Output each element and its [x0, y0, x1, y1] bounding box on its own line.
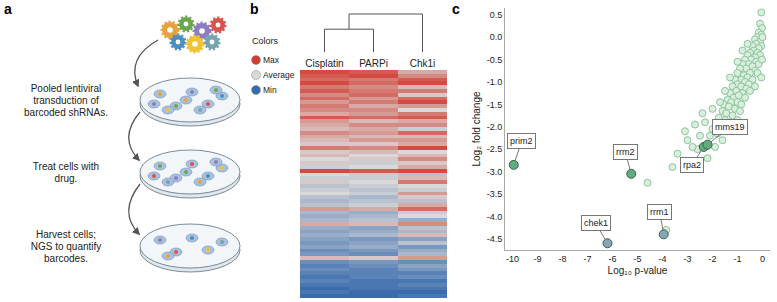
svg-text:-7: -7	[583, 254, 591, 264]
svg-text:Colors: Colors	[252, 36, 279, 46]
svg-text:mms19: mms19	[715, 122, 745, 132]
svg-text:-4.5: -4.5	[487, 234, 503, 244]
svg-text:Log₂ fold change: Log₂ fold change	[471, 91, 482, 166]
svg-text:-9: -9	[533, 254, 541, 264]
svg-text:-3: -3	[683, 254, 691, 264]
svg-text:0: 0	[760, 254, 765, 264]
svg-text:-4.0: -4.0	[487, 212, 503, 222]
svg-text:Chk1i: Chk1i	[410, 58, 436, 69]
svg-text:0.0: 0.0	[490, 32, 503, 42]
svg-text:Treat cells with: Treat cells with	[33, 161, 99, 172]
svg-text:a: a	[4, 1, 12, 17]
svg-text:Cisplatin: Cisplatin	[305, 58, 343, 69]
svg-text:-1.5: -1.5	[487, 100, 503, 110]
svg-text:transduction of: transduction of	[33, 95, 99, 106]
svg-text:-10: -10	[506, 254, 519, 264]
svg-text:-2.5: -2.5	[487, 144, 503, 154]
svg-text:NGS to quantify: NGS to quantify	[31, 241, 102, 252]
svg-text:c: c	[452, 1, 460, 17]
svg-text:-5: -5	[633, 254, 641, 264]
svg-text:drug.: drug.	[55, 173, 78, 184]
svg-text:Log₁₀ p-value: Log₁₀ p-value	[608, 265, 668, 276]
svg-text:-1: -1	[733, 254, 741, 264]
svg-text:-2.0: -2.0	[487, 122, 503, 132]
svg-text:b: b	[250, 1, 259, 17]
svg-text:Harvest cells;: Harvest cells;	[36, 229, 96, 240]
svg-text:0.5: 0.5	[490, 10, 503, 20]
svg-text:-6: -6	[608, 254, 616, 264]
svg-text:Max: Max	[263, 55, 280, 65]
svg-text:-2: -2	[708, 254, 716, 264]
svg-text:PARPi: PARPi	[359, 58, 388, 69]
svg-text:-4: -4	[658, 254, 666, 264]
svg-text:Pooled lentiviral: Pooled lentiviral	[31, 83, 102, 94]
svg-text:-3.0: -3.0	[487, 167, 503, 177]
svg-text:barcoded shRNAs.: barcoded shRNAs.	[24, 107, 108, 118]
svg-text:-8: -8	[558, 254, 566, 264]
svg-text:-1.0: -1.0	[487, 77, 503, 87]
svg-text:barcodes.: barcodes.	[44, 253, 88, 264]
svg-text:rrm2: rrm2	[616, 147, 635, 157]
svg-text:-3.5: -3.5	[487, 189, 503, 199]
svg-text:chek1: chek1	[584, 218, 608, 228]
svg-text:Average: Average	[263, 70, 295, 80]
svg-text:rrm1: rrm1	[650, 207, 669, 217]
svg-text:rpa2: rpa2	[683, 160, 701, 170]
svg-text:-0.5: -0.5	[487, 55, 503, 65]
svg-text:Min: Min	[263, 85, 277, 95]
svg-text:prim2: prim2	[510, 136, 533, 146]
